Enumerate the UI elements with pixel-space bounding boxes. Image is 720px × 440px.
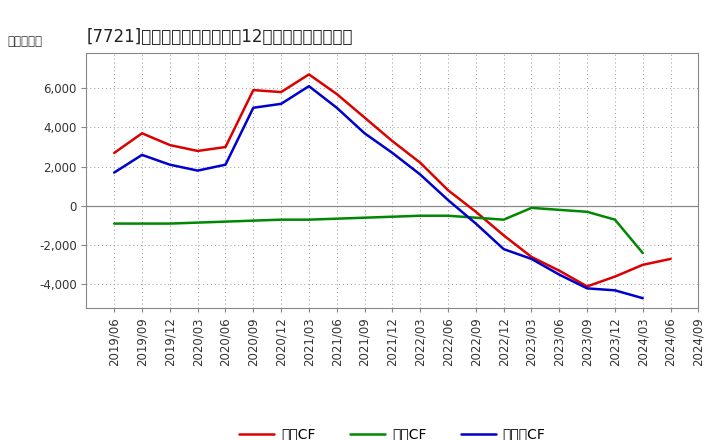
フリーCF — [360, 131, 369, 136]
フリーCF — [333, 105, 341, 110]
投資CF — [639, 250, 647, 256]
営業CF — [166, 143, 174, 148]
投資CF — [500, 217, 508, 222]
フリーCF — [249, 105, 258, 110]
フリーCF — [527, 256, 536, 261]
投資CF — [611, 217, 619, 222]
投資CF — [110, 221, 119, 226]
フリーCF — [110, 170, 119, 175]
投資CF — [194, 220, 202, 225]
投資CF — [388, 214, 397, 220]
フリーCF — [472, 221, 480, 226]
フリーCF — [639, 296, 647, 301]
営業CF — [472, 209, 480, 214]
Text: [7721]　キャッシュフローの12か月移動合計の推移: [7721] キャッシュフローの12か月移動合計の推移 — [86, 28, 353, 46]
フリーCF — [582, 286, 591, 291]
営業CF — [249, 88, 258, 93]
投資CF — [582, 209, 591, 214]
営業CF — [611, 274, 619, 279]
投資CF — [333, 216, 341, 221]
投資CF — [138, 221, 146, 226]
営業CF — [138, 131, 146, 136]
営業CF — [388, 139, 397, 144]
フリーCF — [611, 288, 619, 293]
フリーCF — [416, 172, 425, 177]
フリーCF — [500, 246, 508, 252]
営業CF — [555, 268, 564, 273]
営業CF — [582, 284, 591, 289]
投資CF — [305, 217, 313, 222]
投資CF — [444, 213, 452, 218]
営業CF — [276, 89, 285, 95]
フリーCF — [388, 150, 397, 156]
投資CF — [360, 215, 369, 220]
営業CF — [639, 262, 647, 268]
フリーCF — [166, 162, 174, 167]
Legend: 営業CF, 投資CF, フリーCF: 営業CF, 投資CF, フリーCF — [234, 422, 551, 440]
営業CF — [360, 115, 369, 120]
営業CF — [527, 254, 536, 260]
Line: 投資CF: 投資CF — [114, 208, 643, 253]
営業CF — [416, 160, 425, 165]
フリーCF — [221, 162, 230, 167]
営業CF — [666, 256, 675, 261]
営業CF — [333, 92, 341, 97]
フリーCF — [555, 272, 564, 277]
フリーCF — [305, 84, 313, 89]
投資CF — [472, 215, 480, 220]
投資CF — [527, 205, 536, 210]
営業CF — [444, 187, 452, 193]
営業CF — [500, 233, 508, 238]
フリーCF — [444, 198, 452, 203]
フリーCF — [194, 168, 202, 173]
Line: 営業CF: 営業CF — [114, 74, 670, 286]
投資CF — [249, 218, 258, 223]
フリーCF — [276, 101, 285, 106]
営業CF — [110, 150, 119, 156]
投資CF — [416, 213, 425, 218]
フリーCF — [138, 152, 146, 158]
営業CF — [305, 72, 313, 77]
投資CF — [221, 219, 230, 224]
投資CF — [166, 221, 174, 226]
Y-axis label: （百万円）: （百万円） — [8, 35, 42, 48]
投資CF — [555, 207, 564, 213]
営業CF — [221, 144, 230, 150]
投資CF — [276, 217, 285, 222]
Line: フリーCF: フリーCF — [114, 86, 643, 298]
営業CF — [194, 148, 202, 154]
